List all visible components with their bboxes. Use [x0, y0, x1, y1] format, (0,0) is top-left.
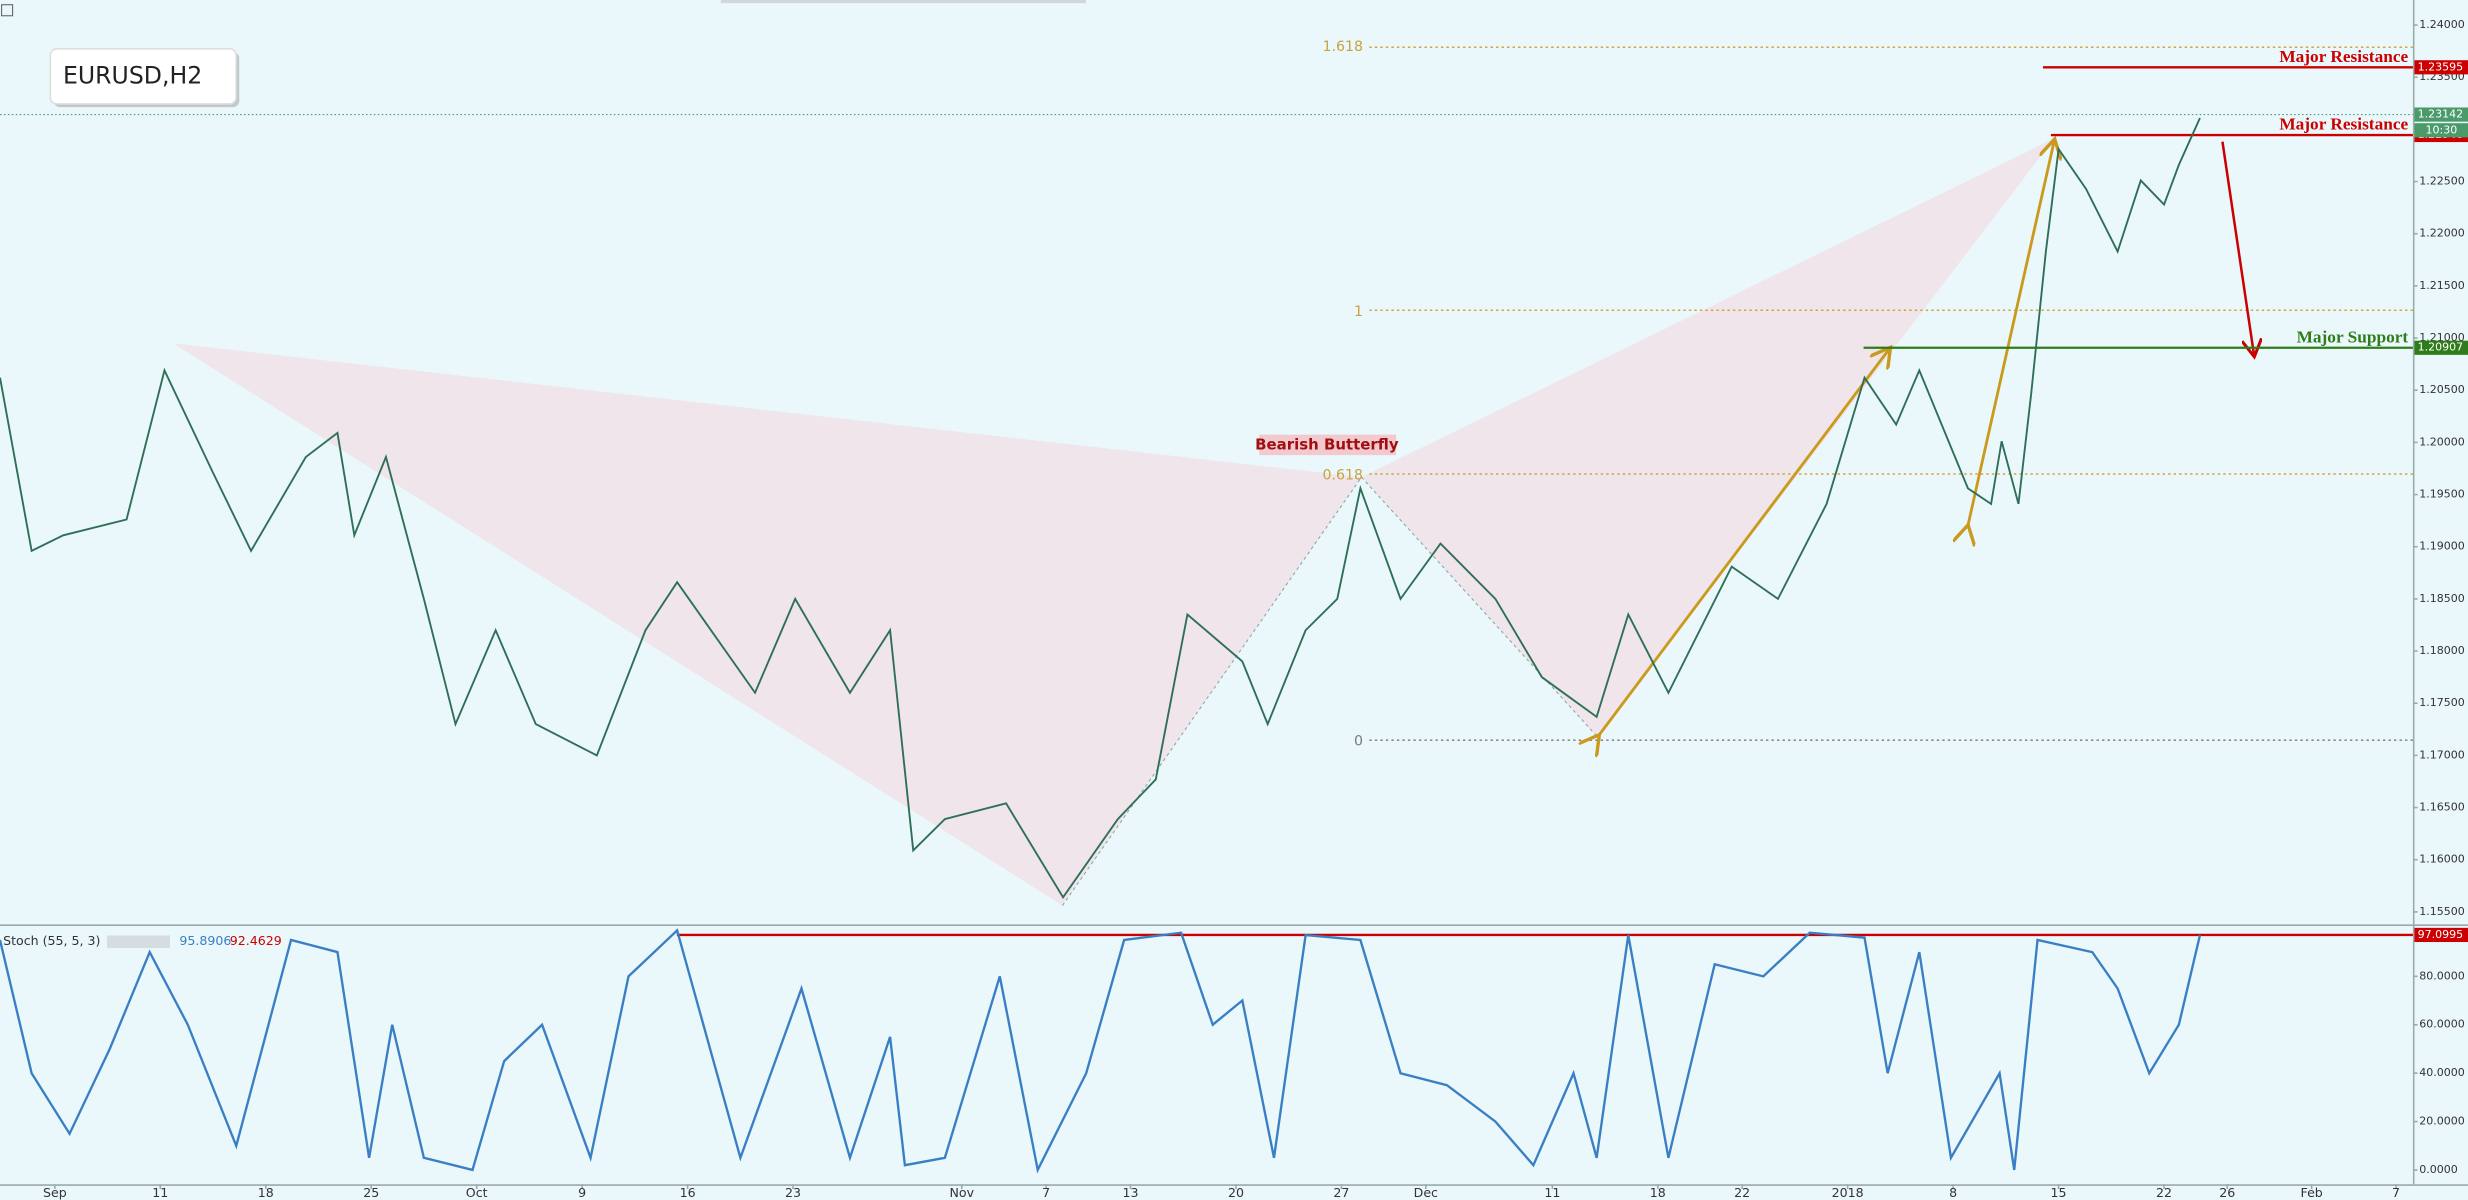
- fib-label: 0: [1354, 734, 1363, 750]
- price-box: [2414, 107, 2468, 122]
- stoch-title: Stoch (55, 5, 3): [3, 933, 100, 948]
- y-tick-label: 1.18500: [2419, 592, 2465, 605]
- x-tick-label: 27: [1333, 1185, 1349, 1200]
- fib-label: 1.618: [1323, 39, 1364, 55]
- series-line: [0, 117, 2201, 900]
- y-tick-label: 1.22000: [2419, 227, 2465, 240]
- x-tick-label: 20: [1228, 1185, 1244, 1200]
- y-tick-label: 0.0000: [2419, 1163, 2458, 1176]
- y-tick-label: 1.22500: [2419, 175, 2465, 188]
- x-tick-label: 2018: [1832, 1185, 1864, 1200]
- pattern-label-box: [1259, 434, 1397, 456]
- time-box: [2414, 123, 2468, 138]
- x-tick-label: 26: [2219, 1185, 2235, 1200]
- x-tick-label: 25: [363, 1185, 379, 1200]
- y-tick-label: 1.17500: [2419, 696, 2465, 709]
- x-tick-label: Nov: [950, 1185, 975, 1200]
- y-tick-label: 1.17000: [2419, 748, 2465, 761]
- price-box-label: 1.23595: [2418, 60, 2464, 73]
- y-tick-label: 1.19500: [2419, 488, 2465, 501]
- pattern-dash: [1361, 476, 1598, 738]
- y-tick-label: 1.24000: [2419, 18, 2465, 31]
- stoch-readout: 92.4629: [230, 933, 282, 948]
- y-tick-label: 1.20000: [2419, 435, 2465, 448]
- y-tick-label: 40.0000: [2419, 1066, 2465, 1079]
- y-tick-label: 1.19000: [2419, 540, 2465, 553]
- x-tick-label: 11: [1544, 1185, 1560, 1200]
- pattern-xab: [173, 343, 1362, 906]
- level-text: Major Resistance: [2279, 47, 2408, 66]
- price-box: [2414, 60, 2468, 75]
- arrow: [1967, 142, 2054, 528]
- price-box: [2414, 340, 2468, 355]
- title-box: [49, 48, 237, 105]
- price-box-label: 1.23142: [2418, 108, 2464, 121]
- x-tick-label: Sep: [43, 1185, 67, 1200]
- series-line: [0, 928, 2202, 1174]
- x-tick-label: 13: [1123, 1185, 1139, 1200]
- top-bar: [720, 0, 1087, 4]
- y-tick-label: 20.0000: [2419, 1115, 2465, 1128]
- pattern-label: Bearish Butterfly: [1255, 436, 1399, 454]
- x-tick-label: 9: [578, 1185, 586, 1200]
- x-tick-label: 22: [2156, 1185, 2172, 1200]
- y-tick-label: 1.16000: [2419, 853, 2465, 866]
- price-box-label: 97.0995: [2418, 928, 2464, 941]
- x-tick-label: 11: [152, 1185, 168, 1200]
- x-tick-label: Oct: [466, 1185, 488, 1200]
- x-tick-label: 23: [785, 1185, 801, 1200]
- stoch-readout: 95.8906: [179, 933, 231, 948]
- price-box: [2414, 927, 2468, 943]
- fib-label: 0.618: [1323, 468, 1364, 484]
- x-tick-label: 18: [1650, 1185, 1666, 1200]
- menu-icon[interactable]: [1, 4, 14, 17]
- x-tick-label: 16: [680, 1185, 696, 1200]
- x-tick-label: Feb: [2301, 1185, 2323, 1200]
- price-box-label: 1.20907: [2418, 341, 2464, 354]
- time-label: 10:30: [2426, 123, 2458, 136]
- x-tick-label: 22: [1734, 1185, 1750, 1200]
- x-tick-label: 7: [2392, 1185, 2400, 1200]
- y-tick-label: 60.0000: [2419, 1018, 2465, 1031]
- x-tick-label: 7: [1042, 1185, 1050, 1200]
- y-tick-label: 1.15500: [2419, 905, 2465, 918]
- y-tick-label: 1.21500: [2419, 279, 2465, 292]
- x-tick-label: 15: [2051, 1185, 2067, 1200]
- x-tick-label: 8: [1949, 1185, 1957, 1200]
- level-text: Major Support: [2297, 327, 2409, 346]
- y-tick-label: 1.18000: [2419, 644, 2465, 657]
- y-tick-label: 1.20500: [2419, 383, 2465, 396]
- pattern-dash: [1061, 476, 1362, 906]
- fib-label: 1: [1354, 304, 1363, 320]
- indicator-buttons[interactable]: [107, 935, 170, 949]
- arrow: [2221, 141, 2253, 355]
- level-text: Major Resistance: [2279, 115, 2408, 134]
- y-tick-label: 1.16500: [2419, 801, 2465, 814]
- chart-title: EURUSD,H2: [63, 62, 202, 90]
- x-tick-label: Dec: [1414, 1185, 1438, 1200]
- x-tick-label: 18: [258, 1185, 274, 1200]
- y-tick-label: 80.0000: [2419, 969, 2465, 982]
- arrow: [1598, 350, 1889, 737]
